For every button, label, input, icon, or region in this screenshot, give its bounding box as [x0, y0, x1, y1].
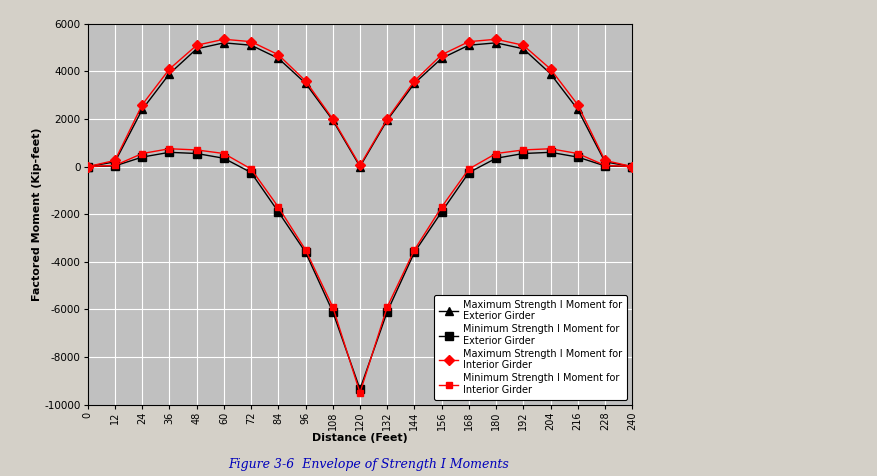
Minimum Strength I Moment for
Exterior Girder	[490, 155, 501, 161]
Minimum Strength I Moment for
Exterior Girder	[327, 309, 338, 315]
Minimum Strength I Moment for
Interior Girder	[110, 162, 120, 168]
Minimum Strength I Moment for
Exterior Girder	[273, 209, 283, 215]
Minimum Strength I Moment for
Exterior Girder	[191, 150, 202, 156]
Minimum Strength I Moment for
Interior Girder	[300, 247, 310, 253]
Maximum Strength I Moment for
Interior Girder	[82, 164, 93, 169]
Maximum Strength I Moment for
Interior Girder	[572, 102, 582, 108]
Minimum Strength I Moment for
Interior Girder	[409, 247, 419, 253]
Minimum Strength I Moment for
Exterior Girder	[626, 164, 637, 169]
Maximum Strength I Moment for
Exterior Girder	[572, 107, 582, 112]
Maximum Strength I Moment for
Exterior Girder	[354, 164, 365, 169]
Maximum Strength I Moment for
Interior Girder	[218, 36, 229, 42]
Maximum Strength I Moment for
Exterior Girder	[626, 164, 637, 169]
Minimum Strength I Moment for
Interior Girder	[436, 204, 446, 210]
Maximum Strength I Moment for
Interior Girder	[436, 52, 446, 58]
Minimum Strength I Moment for
Exterior Girder	[82, 164, 93, 169]
Maximum Strength I Moment for
Exterior Girder	[191, 46, 202, 51]
Minimum Strength I Moment for
Interior Girder	[599, 162, 610, 168]
Minimum Strength I Moment for
Exterior Girder	[218, 155, 229, 161]
Minimum Strength I Moment for
Interior Girder	[354, 390, 365, 396]
Maximum Strength I Moment for
Exterior Girder	[110, 159, 120, 165]
Maximum Strength I Moment for
Exterior Girder	[517, 46, 528, 51]
Y-axis label: Factored Moment (Kip-feet): Factored Moment (Kip-feet)	[32, 128, 41, 301]
Minimum Strength I Moment for
Interior Girder	[327, 304, 338, 310]
Maximum Strength I Moment for
Interior Girder	[191, 42, 202, 48]
Minimum Strength I Moment for
Interior Girder	[463, 166, 474, 172]
Minimum Strength I Moment for
Exterior Girder	[463, 169, 474, 175]
Maximum Strength I Moment for
Exterior Girder	[300, 80, 310, 86]
Maximum Strength I Moment for
Interior Girder	[381, 116, 392, 122]
Minimum Strength I Moment for
Exterior Girder	[137, 154, 147, 160]
Maximum Strength I Moment for
Interior Girder	[490, 36, 501, 42]
Minimum Strength I Moment for
Exterior Girder	[381, 309, 392, 315]
Minimum Strength I Moment for
Exterior Girder	[545, 149, 555, 155]
Maximum Strength I Moment for
Interior Girder	[273, 52, 283, 58]
Maximum Strength I Moment for
Interior Girder	[354, 162, 365, 168]
Minimum Strength I Moment for
Exterior Girder	[572, 154, 582, 160]
Maximum Strength I Moment for
Exterior Girder	[490, 40, 501, 46]
Maximum Strength I Moment for
Interior Girder	[137, 102, 147, 108]
Maximum Strength I Moment for
Exterior Girder	[409, 80, 419, 86]
Maximum Strength I Moment for
Interior Girder	[164, 66, 175, 72]
Maximum Strength I Moment for
Interior Girder	[110, 158, 120, 163]
Minimum Strength I Moment for
Exterior Girder	[409, 249, 419, 255]
Maximum Strength I Moment for
Exterior Girder	[599, 159, 610, 165]
Minimum Strength I Moment for
Exterior Girder	[517, 150, 528, 156]
Minimum Strength I Moment for
Interior Girder	[218, 150, 229, 156]
Maximum Strength I Moment for
Exterior Girder	[164, 71, 175, 77]
Minimum Strength I Moment for
Exterior Girder	[354, 387, 365, 392]
X-axis label: Distance (Feet): Distance (Feet)	[311, 433, 408, 443]
Minimum Strength I Moment for
Interior Girder	[246, 166, 256, 172]
Maximum Strength I Moment for
Exterior Girder	[463, 42, 474, 48]
Maximum Strength I Moment for
Exterior Girder	[381, 117, 392, 123]
Minimum Strength I Moment for
Interior Girder	[82, 164, 93, 169]
Minimum Strength I Moment for
Exterior Girder	[110, 163, 120, 169]
Maximum Strength I Moment for
Interior Girder	[327, 116, 338, 122]
Maximum Strength I Moment for
Interior Girder	[599, 158, 610, 163]
Maximum Strength I Moment for
Exterior Girder	[545, 71, 555, 77]
Minimum Strength I Moment for
Exterior Girder	[300, 249, 310, 255]
Maximum Strength I Moment for
Interior Girder	[246, 39, 256, 44]
Maximum Strength I Moment for
Exterior Girder	[218, 40, 229, 46]
Minimum Strength I Moment for
Exterior Girder	[164, 149, 175, 155]
Maximum Strength I Moment for
Exterior Girder	[273, 55, 283, 61]
Minimum Strength I Moment for
Interior Girder	[381, 304, 392, 310]
Minimum Strength I Moment for
Interior Girder	[545, 146, 555, 151]
Minimum Strength I Moment for
Exterior Girder	[436, 209, 446, 215]
Line: Maximum Strength I Moment for
Interior Girder: Maximum Strength I Moment for Interior G…	[84, 36, 635, 170]
Minimum Strength I Moment for
Interior Girder	[191, 147, 202, 153]
Minimum Strength I Moment for
Interior Girder	[490, 150, 501, 156]
Maximum Strength I Moment for
Exterior Girder	[327, 117, 338, 123]
Maximum Strength I Moment for
Interior Girder	[300, 78, 310, 84]
Maximum Strength I Moment for
Interior Girder	[463, 39, 474, 44]
Legend: Maximum Strength I Moment for
Exterior Girder, Minimum Strength I Moment for
Ext: Maximum Strength I Moment for Exterior G…	[433, 295, 626, 400]
Minimum Strength I Moment for
Interior Girder	[572, 150, 582, 156]
Maximum Strength I Moment for
Exterior Girder	[82, 164, 93, 169]
Maximum Strength I Moment for
Interior Girder	[409, 78, 419, 84]
Line: Minimum Strength I Moment for
Interior Girder: Minimum Strength I Moment for Interior G…	[84, 145, 635, 396]
Minimum Strength I Moment for
Interior Girder	[517, 147, 528, 153]
Line: Maximum Strength I Moment for
Exterior Girder: Maximum Strength I Moment for Exterior G…	[83, 39, 636, 171]
Minimum Strength I Moment for
Interior Girder	[626, 164, 637, 169]
Minimum Strength I Moment for
Interior Girder	[164, 146, 175, 151]
Minimum Strength I Moment for
Interior Girder	[273, 204, 283, 210]
Minimum Strength I Moment for
Interior Girder	[137, 150, 147, 156]
Maximum Strength I Moment for
Interior Girder	[626, 164, 637, 169]
Maximum Strength I Moment for
Exterior Girder	[436, 55, 446, 61]
Maximum Strength I Moment for
Exterior Girder	[137, 107, 147, 112]
Minimum Strength I Moment for
Exterior Girder	[599, 163, 610, 169]
Line: Minimum Strength I Moment for
Exterior Girder: Minimum Strength I Moment for Exterior G…	[83, 148, 636, 393]
Minimum Strength I Moment for
Exterior Girder	[246, 169, 256, 175]
Maximum Strength I Moment for
Exterior Girder	[246, 42, 256, 48]
Text: Figure 3-6  Envelope of Strength I Moments: Figure 3-6 Envelope of Strength I Moment…	[228, 458, 509, 471]
Maximum Strength I Moment for
Interior Girder	[517, 42, 528, 48]
Maximum Strength I Moment for
Interior Girder	[545, 66, 555, 72]
